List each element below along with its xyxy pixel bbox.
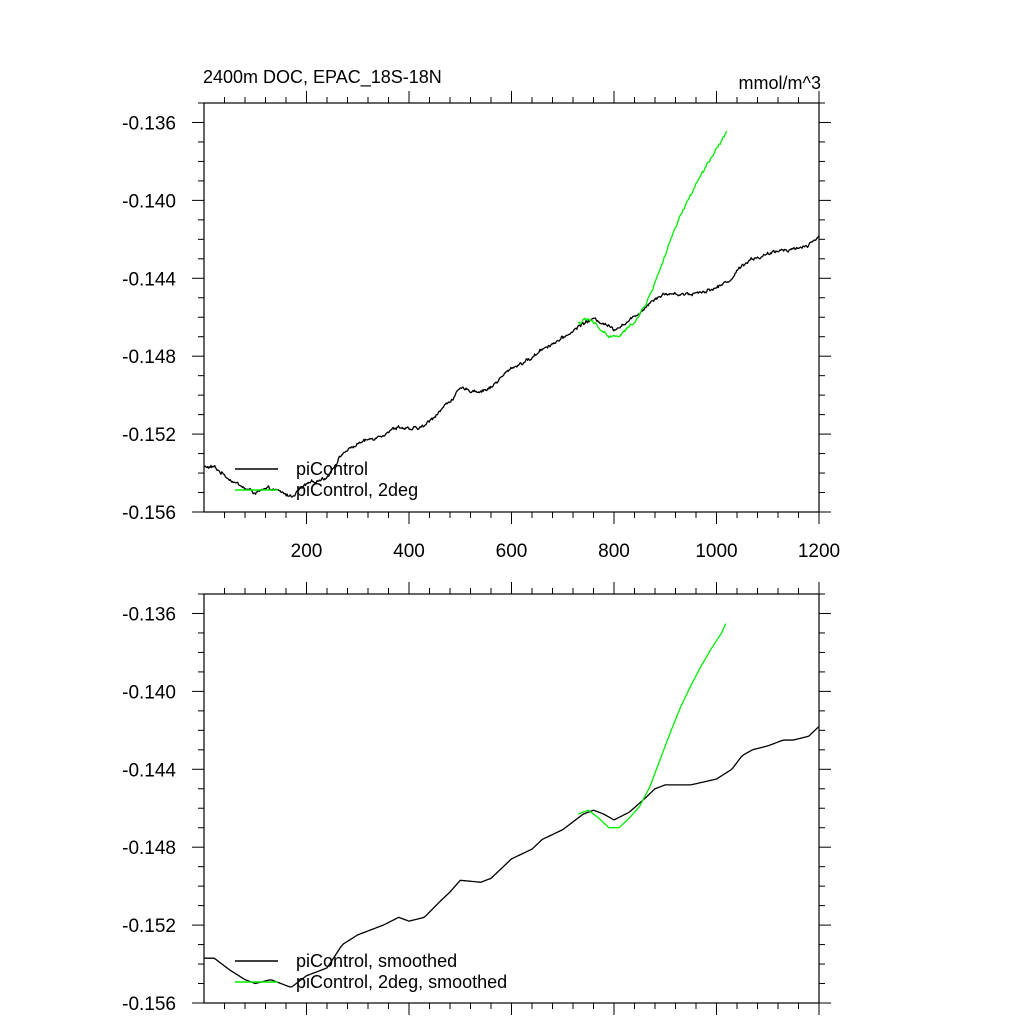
legend: piControl, smoothed piControl, 2deg, smo… xyxy=(235,951,507,992)
legend-label-picontrol-2deg-smoothed: piControl, 2deg, smoothed xyxy=(296,972,507,992)
y-tick-label: -0.140 xyxy=(122,682,176,703)
series-line-picontrol-2deg xyxy=(577,131,728,339)
plot-frame xyxy=(203,102,820,513)
x-tick-labels: 200 400 600 800 1000 1200 xyxy=(291,541,840,562)
y-tick-label: -0.140 xyxy=(122,191,176,212)
x-tick-label: 400 xyxy=(393,541,425,562)
y-tick-labels: -0.136 -0.140 -0.144 -0.148 -0.152 -0.156 xyxy=(122,113,176,524)
x-tick-label: 1200 xyxy=(798,541,840,562)
y-tick-label: -0.148 xyxy=(122,838,176,859)
legend: piControl piControl, 2deg xyxy=(235,459,418,500)
legend-label-picontrol: piControl xyxy=(296,459,368,479)
series-layer xyxy=(203,131,820,498)
legend-label-picontrol-2deg: piControl, 2deg xyxy=(296,480,418,500)
y-tick-label: -0.144 xyxy=(122,269,176,290)
y-tick-label: -0.152 xyxy=(122,916,176,937)
bottom-panel: -0.136 -0.140 -0.144 -0.148 -0.152 -0.156 piC… xyxy=(122,582,831,1015)
x-tick-label: 1000 xyxy=(695,541,737,562)
x-tick-label: 600 xyxy=(496,541,528,562)
top-panel: 2400m DOC, EPAC_18S-18N mmol/m^3 -0.136-… xyxy=(122,67,840,562)
chart-title: 2400m DOC, EPAC_18S-18N xyxy=(203,67,442,88)
y-tick-label: -0.156 xyxy=(122,994,176,1015)
tick-marks xyxy=(192,91,831,524)
y-tick-label: -0.136 xyxy=(122,113,176,134)
plot-frame xyxy=(203,593,820,1004)
series-layer xyxy=(204,623,820,988)
legend-label-picontrol-smoothed: piControl, smoothed xyxy=(296,951,457,971)
tick-marks xyxy=(192,582,831,1015)
y-tick-labels: -0.136 -0.140 -0.144 -0.148 -0.152 -0.156 xyxy=(122,604,176,1015)
series-line-picontrol xyxy=(203,235,820,498)
y-tick-label: -0.148 xyxy=(122,347,176,368)
units-label: mmol/m^3 xyxy=(739,73,821,93)
y-tick-label: -0.152 xyxy=(122,425,176,446)
series-line-picontrol-smoothed xyxy=(204,725,820,988)
x-tick-label: 800 xyxy=(598,541,630,562)
x-tick-label: 200 xyxy=(291,541,323,562)
series-line-picontrol-2deg-smoothed xyxy=(577,623,727,829)
y-tick-label: -0.144 xyxy=(122,760,176,781)
y-tick-label: -0.136 xyxy=(122,604,176,625)
y-tick-label: -0.156 xyxy=(122,503,176,524)
